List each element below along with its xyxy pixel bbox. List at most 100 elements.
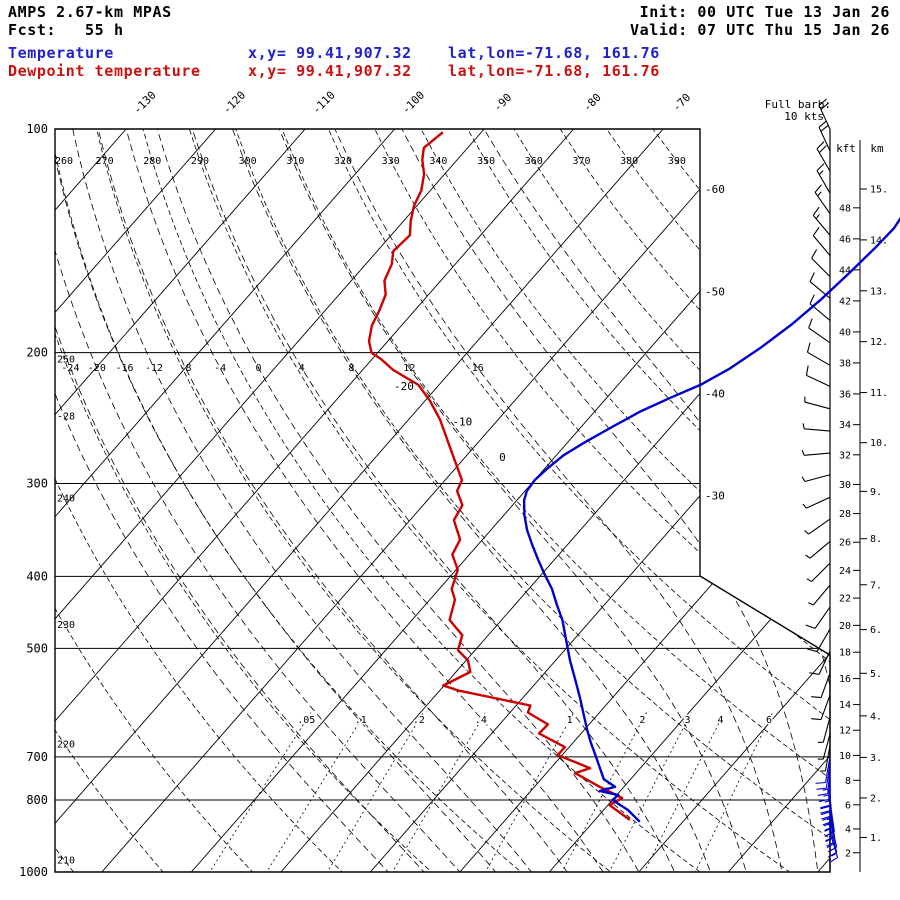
- moist-adiabat-label: 0: [255, 363, 261, 374]
- pressure-tick-label: 500: [26, 641, 48, 655]
- kft-tick-label: 32: [839, 450, 851, 461]
- km-tick-label: 7.: [870, 580, 882, 591]
- isotherm-right-label: 0: [499, 451, 506, 464]
- mixing-ratio-label: .2: [413, 715, 425, 726]
- kft-tick-label: 6: [845, 800, 851, 811]
- pressure-tick-label: 1000: [19, 865, 48, 879]
- pressure-tick-label: 300: [26, 477, 48, 491]
- kft-tick-label: 8: [845, 776, 851, 787]
- mixing-ratio-line: [315, 712, 424, 872]
- mixing-ratio-line: [599, 712, 692, 872]
- km-tick-label: 5.: [870, 669, 882, 680]
- height-axes: [853, 140, 867, 872]
- mixing-ratio-label: 2: [639, 715, 645, 726]
- moist-adiabat-label: -12: [145, 363, 163, 374]
- kft-tick-label: 40: [839, 327, 851, 338]
- pressure-tick-label: 400: [26, 569, 48, 583]
- km-tick-label: 9.: [870, 487, 882, 498]
- dewpoint-latlon: lat,lon=-71.68, 161.76: [448, 62, 660, 80]
- temperature-latlon: lat,lon=-71.68, 161.76: [448, 44, 660, 62]
- mixing-ratio-line: [254, 712, 366, 872]
- temperature-grid-xy: x,y= 99.41,907.32: [248, 44, 412, 62]
- moist-adiabat-line: [483, 129, 830, 872]
- mixing-ratio-label: 3: [684, 715, 690, 726]
- dry-adiabat-line: [55, 129, 90, 872]
- valid-time: Valid: 07 UTC Thu 15 Jan 26: [629, 21, 890, 39]
- km-tick-label: 10.: [870, 438, 888, 449]
- temperature-curve: [522, 216, 900, 823]
- mixing-ratio-label: 6: [766, 715, 772, 726]
- dry-adiabat-left-label: 250: [57, 354, 75, 365]
- moist-adiabat-label: -4: [214, 363, 226, 374]
- isotherm-line: [101, 129, 754, 872]
- km-tick-label: 11.: [870, 388, 888, 399]
- isotherm-right-label: -60: [705, 183, 725, 196]
- kft-tick-label: 18: [839, 648, 851, 659]
- kft-tick-label: 34: [839, 420, 851, 431]
- dewpoint-grid-xy: x,y= 99.41,907.32: [248, 62, 412, 80]
- skewt-gridlines: [55, 129, 830, 872]
- moist-adiabat-label: 4: [299, 363, 305, 374]
- moist-adiabat-line: [55, 129, 442, 872]
- km-tick-label: 14.: [870, 235, 888, 246]
- kft-tick-label: 4: [845, 824, 851, 835]
- moist-adiabat-line: [55, 129, 407, 872]
- kft-tick-label: 28: [839, 509, 851, 520]
- moist-adiabat-label: 8: [348, 363, 354, 374]
- dry-adiabat-line: [96, 129, 635, 872]
- moist-adiabat-line: [97, 129, 581, 872]
- dry-adiabat-left-label: 230: [57, 620, 75, 631]
- forecast-hour: Fcst: 55 h: [8, 21, 124, 39]
- wind-barbs: [801, 98, 839, 872]
- mixing-ratio-label: .4: [475, 715, 487, 726]
- kft-tick-label: 48: [839, 203, 851, 214]
- mixing-ratio-label: .1: [355, 715, 367, 726]
- km-tick-label: 1.: [870, 833, 882, 844]
- km-tick-label: 6.: [870, 625, 882, 636]
- model-title: AMPS 2.67-km MPAS: [8, 3, 172, 21]
- dry-adiabat-left-label: 210: [57, 856, 75, 867]
- dry-adiabat-top-label: 330: [382, 156, 400, 167]
- moist-adiabat-label: 12: [403, 363, 415, 374]
- dry-adiabat-top-label: 360: [525, 156, 543, 167]
- kft-tick-label: 38: [839, 358, 851, 369]
- kft-axis-title: kft: [836, 142, 856, 155]
- dry-adiabat-line: [281, 129, 830, 872]
- km-tick-label: 12.: [870, 337, 888, 348]
- moist-adiabat-label: -8: [180, 363, 192, 374]
- km-tick-label: 3.: [870, 753, 882, 764]
- moist-adiabat-label: -24: [61, 363, 79, 374]
- moist-adiabat-line: [55, 129, 512, 872]
- isotherm-right-label: -30: [705, 490, 725, 503]
- barb-legend-line1: Full barb:: [765, 98, 831, 111]
- init-time: Init: 00 UTC Tue 13 Jan 26: [639, 3, 890, 21]
- dry-adiabat-top-label: 280: [143, 156, 161, 167]
- kft-tick-label: 12: [839, 726, 851, 737]
- dry-adiabat-line: [55, 129, 453, 872]
- dry-adiabat-line: [142, 129, 726, 872]
- km-tick-label: 2.: [870, 793, 882, 804]
- dry-adiabat-top-label: 380: [620, 156, 638, 167]
- dry-adiabat-line: [55, 129, 180, 872]
- dewpoint-legend-label: Dewpoint temperature: [8, 62, 201, 80]
- dry-adiabat-top-label: 270: [96, 156, 114, 167]
- moist-adiabat-line: [232, 129, 718, 872]
- kft-tick-label: 30: [839, 480, 851, 491]
- isotherm-line: [369, 129, 830, 872]
- kft-tick-label: 20: [839, 621, 851, 632]
- isotherm-line: [55, 129, 306, 872]
- km-tick-label: 8.: [870, 534, 882, 545]
- pressure-tick-label: 200: [26, 346, 48, 360]
- pressure-tick-label: 700: [26, 750, 48, 764]
- isotherm-right-label: -40: [705, 387, 725, 400]
- dry-adiabat-top-label: 370: [572, 156, 590, 167]
- kft-tick-label: 22: [839, 594, 851, 605]
- pressure-tick-label: 800: [26, 793, 48, 807]
- moist-adiabat-line: [334, 129, 787, 872]
- dry-adiabat-top-label: 310: [286, 156, 304, 167]
- dry-adiabat-top-label: 340: [429, 156, 447, 167]
- kft-tick-label: 16: [839, 674, 851, 685]
- mixing-ratio-line: [634, 712, 725, 872]
- isotherm-line: [190, 129, 830, 872]
